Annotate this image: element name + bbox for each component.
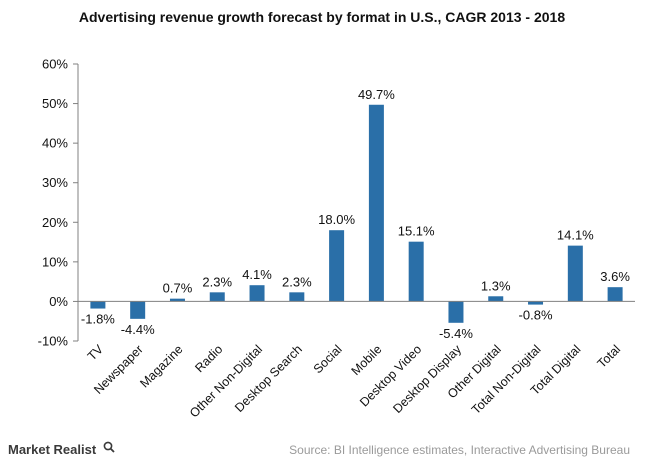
bar xyxy=(130,301,146,319)
bar xyxy=(329,230,345,302)
data-label: 4.1% xyxy=(242,267,272,282)
bar xyxy=(488,296,504,302)
category-label: Magazine xyxy=(137,342,185,390)
y-tick-label: -10% xyxy=(38,334,69,349)
chart-title: Advertising revenue growth forecast by f… xyxy=(79,9,565,25)
data-label: 2.3% xyxy=(202,274,232,289)
category-label: TV xyxy=(85,342,107,364)
y-tick-label: 50% xyxy=(42,96,68,111)
bar xyxy=(567,245,583,302)
category-label: Total xyxy=(595,342,624,371)
data-label: 49.7% xyxy=(358,87,395,102)
data-label: -4.4% xyxy=(121,322,155,337)
data-label: 15.1% xyxy=(398,224,435,239)
y-axis: -10% 0% 10% 20% 30% 40% 50% 60% xyxy=(38,57,79,349)
data-label: 18.0% xyxy=(318,212,355,227)
category-label: Desktop Display xyxy=(390,342,464,416)
y-tick-label: 30% xyxy=(42,175,68,190)
data-label: 3.6% xyxy=(600,269,630,284)
data-label: 2.3% xyxy=(282,274,312,289)
brand-name: Market Realist xyxy=(8,442,97,457)
category-label: Radio xyxy=(192,342,225,375)
bar xyxy=(90,301,106,309)
category-label: Mobile xyxy=(349,342,385,378)
data-label: 0.7% xyxy=(163,281,193,296)
y-tick-label: 0% xyxy=(49,294,68,309)
bar xyxy=(607,287,623,302)
bar xyxy=(368,104,384,302)
category-label: Social xyxy=(311,342,345,376)
bar xyxy=(448,301,464,323)
bar xyxy=(528,301,544,305)
bar xyxy=(209,292,225,302)
data-label: 14.1% xyxy=(557,228,594,243)
y-tick-label: 10% xyxy=(42,254,68,269)
source-note: Source: BI Intelligence estimates, Inter… xyxy=(289,443,630,457)
bars: -1.8% -4.4% 0.7% 2.3% 4.1% 2.3% 18.0% 49.7% 15.1… xyxy=(81,87,630,341)
magnifier-icon xyxy=(103,441,115,453)
data-label: -1.8% xyxy=(81,312,115,327)
bar xyxy=(169,298,185,302)
category-label: Total Non-Digital xyxy=(469,342,544,417)
brand-logo: Market Realist xyxy=(8,441,115,457)
category-label: Other Non-Digital xyxy=(187,342,265,420)
data-label: 1.3% xyxy=(481,278,511,293)
bar xyxy=(408,241,424,302)
data-label: -5.4% xyxy=(439,326,473,341)
bar xyxy=(249,285,265,302)
y-tick-label: 60% xyxy=(42,57,68,72)
y-tick-label: 20% xyxy=(42,215,68,230)
bar xyxy=(289,292,305,302)
data-label: -0.8% xyxy=(519,308,553,323)
y-tick-label: 40% xyxy=(42,136,68,151)
